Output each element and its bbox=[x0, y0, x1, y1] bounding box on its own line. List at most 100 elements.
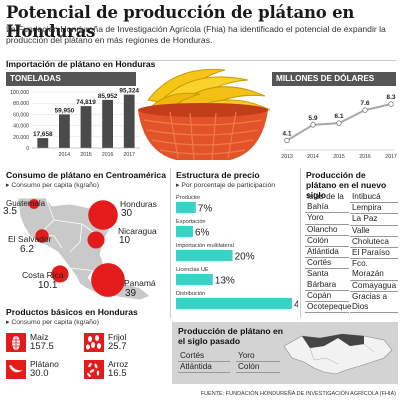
x-tick-label: 2016 bbox=[359, 154, 371, 160]
region-item: Olancho bbox=[305, 225, 349, 236]
central-america-map bbox=[17, 197, 151, 301]
y-tick-label: 100,000 bbox=[10, 90, 29, 96]
page-title: Potencial de producción de plátano en Ho… bbox=[6, 3, 355, 41]
dollars-chart: 4.1 2013 5.9 2014 6.1 2015 7.6 2016 8.3 2017 bbox=[281, 94, 397, 160]
point-value-label: 5.9 bbox=[308, 115, 317, 122]
region-item: Cortés bbox=[305, 258, 349, 270]
consumo-title: Consumo de plátano en Centroamérica bbox=[6, 170, 166, 180]
x-tick-label: 2014 bbox=[307, 154, 319, 160]
nuevo-siglo-col2: Intibucá Lempira La Paz Valle Choluteca El Pa… bbox=[350, 192, 398, 314]
country-honduras-label: Honduras bbox=[120, 199, 157, 209]
country-guatemala-label: Guatemala bbox=[6, 199, 46, 208]
country-guatemala-value: 3.5 bbox=[3, 206, 17, 217]
price-value-label: 6% bbox=[195, 228, 210, 239]
data-point bbox=[362, 107, 368, 113]
region-item: Valle bbox=[350, 226, 398, 237]
country-costarica-label: Costa Rica bbox=[22, 270, 64, 280]
consumption-bubble bbox=[28, 198, 40, 210]
consumption-bubble bbox=[51, 265, 69, 283]
basico-name: Arroz bbox=[108, 359, 129, 369]
basico-value: 157.5 bbox=[30, 341, 54, 352]
basico-item: Arroz 16.5 bbox=[84, 360, 128, 379]
basket-icon bbox=[138, 103, 268, 161]
region-item: Atlántida bbox=[178, 362, 230, 374]
nuevo-siglo-title: Producción de plátano en el nuevo siglo bbox=[306, 170, 387, 200]
price-bar bbox=[176, 202, 196, 213]
x-tick-label: 2015 bbox=[333, 154, 345, 160]
basico-item: Maíz 157.5 bbox=[6, 333, 54, 352]
consumption-bubble bbox=[91, 263, 125, 297]
point-value-label: 6.1 bbox=[334, 113, 343, 120]
price-bar bbox=[176, 274, 213, 285]
country-panama-value: 39 bbox=[125, 288, 137, 299]
region-item: Colón bbox=[236, 362, 280, 374]
y-tick-label: 40,000 bbox=[13, 124, 29, 130]
consumption-bubble bbox=[87, 231, 105, 249]
country-nicaragua-label: Nicaragua bbox=[118, 226, 157, 236]
siglo-pasado-col1: Cortés Atlántida bbox=[178, 351, 230, 374]
bar bbox=[123, 94, 135, 148]
map-highlight-north bbox=[302, 334, 364, 348]
siglo-pasado-col2: Yoro Colón bbox=[236, 351, 280, 374]
tonnage-chart: 0 20,000 40,000 60,000 80,000 100,000 17,658 59… bbox=[10, 88, 140, 158]
consumo-subtitle-text: Consumo per capita (kg/año) bbox=[11, 182, 99, 189]
vertical-divider-1 bbox=[170, 168, 171, 318]
price-category-label: Licencias UE bbox=[176, 267, 209, 273]
region-item: Yoro bbox=[236, 351, 280, 363]
point-value-label: 7.6 bbox=[360, 100, 369, 107]
basico-name: Frijol bbox=[108, 332, 127, 342]
country-panama-label: Panamá bbox=[124, 278, 156, 288]
precio-subtitle: ▸ Por porcentaje de participación bbox=[176, 182, 276, 189]
data-point bbox=[388, 101, 394, 107]
bar-value-label: 85,952 bbox=[98, 93, 118, 100]
consumption-bubble bbox=[35, 229, 49, 243]
data-point bbox=[284, 137, 290, 144]
price-category-label: Productor bbox=[176, 195, 200, 201]
corn-icon bbox=[6, 333, 26, 352]
nuevo-siglo-col1: Islas de la Bahía Yoro Olancho Colón Atlánti… bbox=[305, 192, 352, 314]
x-tick-label: 2015 bbox=[80, 152, 92, 158]
data-point bbox=[310, 122, 316, 128]
bar bbox=[59, 114, 70, 148]
price-value-label: 41% bbox=[294, 300, 298, 311]
x-tick-label: 2013 bbox=[281, 154, 293, 160]
basico-name: Plátano bbox=[30, 359, 59, 369]
region-item: El Paraíso bbox=[350, 248, 398, 260]
siglo-pasado-title: Producción de plátano en el siglo pasado bbox=[178, 326, 284, 346]
import-section-title: Importación de plátano en Honduras bbox=[6, 59, 156, 69]
region-item: Fco. Morazán bbox=[350, 259, 398, 281]
price-structure-chart: Productor 7% Exportación 6% Importación mult… bbox=[176, 195, 298, 311]
precio-subtitle-text: Por porcentaje de participación bbox=[181, 182, 276, 189]
price-value-label: 7% bbox=[198, 204, 213, 215]
region-item: Ocotepeque bbox=[305, 302, 352, 314]
source-footer: FUENTE: FUNDACIÓN HONDUREÑA DE INVESTIGA… bbox=[200, 391, 396, 397]
bar-value-label: 17,658 bbox=[33, 131, 53, 138]
precio-title: Estructura de precio bbox=[176, 170, 260, 180]
dollars-chart-title: MILLONES DE DÓLARES bbox=[272, 72, 396, 86]
price-value-label: 20% bbox=[235, 252, 255, 263]
region-item: Intibucá bbox=[350, 192, 398, 204]
basicos-subtitle-text: Consumo per capita (kg/año) bbox=[11, 319, 99, 326]
point-value-label: 4.1 bbox=[282, 130, 291, 137]
plantain-icon bbox=[6, 360, 26, 379]
price-category-label: Importación multilateral bbox=[176, 243, 234, 249]
basico-value: 16.5 bbox=[108, 368, 127, 379]
consumption-bubble bbox=[88, 200, 118, 230]
basico-name: Maíz bbox=[30, 332, 49, 342]
tonnage-chart-title: TONELADAS bbox=[6, 72, 136, 86]
bar-value-label: 95,324 bbox=[119, 88, 139, 95]
region-item: Santa Bárbara bbox=[305, 269, 349, 291]
bar-value-label: 74,819 bbox=[76, 99, 96, 106]
rice-icon bbox=[84, 360, 104, 379]
x-tick-label: 2017 bbox=[385, 154, 397, 160]
data-point bbox=[336, 120, 342, 126]
vertical-divider-2 bbox=[300, 168, 301, 318]
region-item: Yoro bbox=[305, 213, 349, 225]
country-elsalvador-value: 6.2 bbox=[20, 244, 34, 255]
bar bbox=[102, 99, 113, 148]
basico-value: 30.0 bbox=[30, 368, 49, 379]
basico-item: Frijol 25.7 bbox=[84, 333, 127, 352]
region-item: La Paz bbox=[350, 214, 398, 226]
y-tick-label: 80,000 bbox=[13, 101, 29, 107]
price-category-label: Distribución bbox=[176, 291, 205, 297]
